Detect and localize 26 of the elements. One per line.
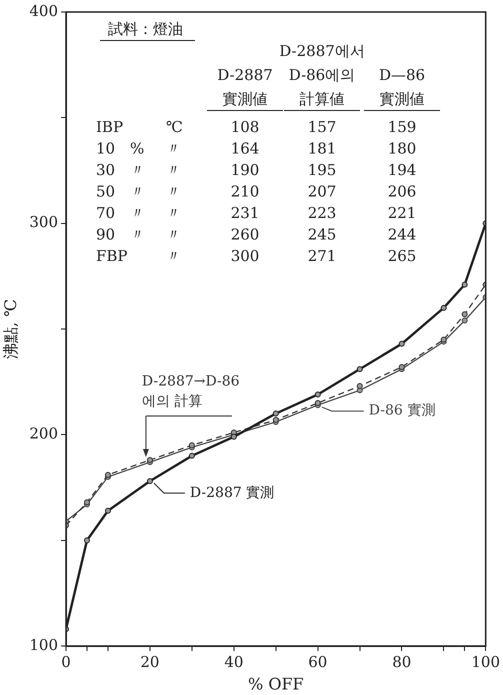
y-axis-title: 沸點, ℃ bbox=[0, 298, 20, 360]
x-tick-label: 60 bbox=[308, 652, 328, 671]
annotation: D-2887 實測値 bbox=[217, 66, 273, 108]
x-tick-label: 0 bbox=[61, 652, 71, 671]
y-tick-label: 100 bbox=[29, 636, 58, 654]
text: 70 〃 〃 231 223 221 bbox=[96, 204, 416, 222]
text: 50 〃 〃 210 207 206 bbox=[96, 182, 416, 200]
legend-label: D-86 實測 bbox=[368, 402, 436, 419]
y-tick-label: 300 bbox=[29, 213, 58, 232]
legend-label: D-2887 實測 bbox=[190, 484, 274, 501]
text: 30 〃 〃 190 195 194 bbox=[96, 161, 416, 179]
text: IBP ℃ 108 157 159 bbox=[96, 118, 416, 136]
text: 10 % 〃 164 181 180 bbox=[96, 140, 416, 158]
y-tick-label: 200 bbox=[29, 424, 58, 443]
text: 試料：燈油 bbox=[108, 20, 183, 38]
text: 90 〃 〃 260 245 244 bbox=[96, 226, 416, 244]
x-tick-label: 40 bbox=[224, 652, 244, 671]
x-tick-label: 80 bbox=[392, 652, 412, 671]
y-tick-label: 400 bbox=[29, 2, 58, 20]
series-label: D-2887→D-86 에의 計算 bbox=[142, 374, 240, 410]
text: FBP 〃 300 271 265 bbox=[96, 247, 416, 265]
x-tick-label: 100 bbox=[471, 652, 500, 671]
x-axis-title: % OFF bbox=[248, 674, 304, 694]
x-tick-label: 20 bbox=[140, 652, 160, 671]
annotation: D—86 實測値 bbox=[378, 66, 426, 108]
annotation: D-2887에서 D-86에의 計算値 bbox=[279, 42, 365, 108]
